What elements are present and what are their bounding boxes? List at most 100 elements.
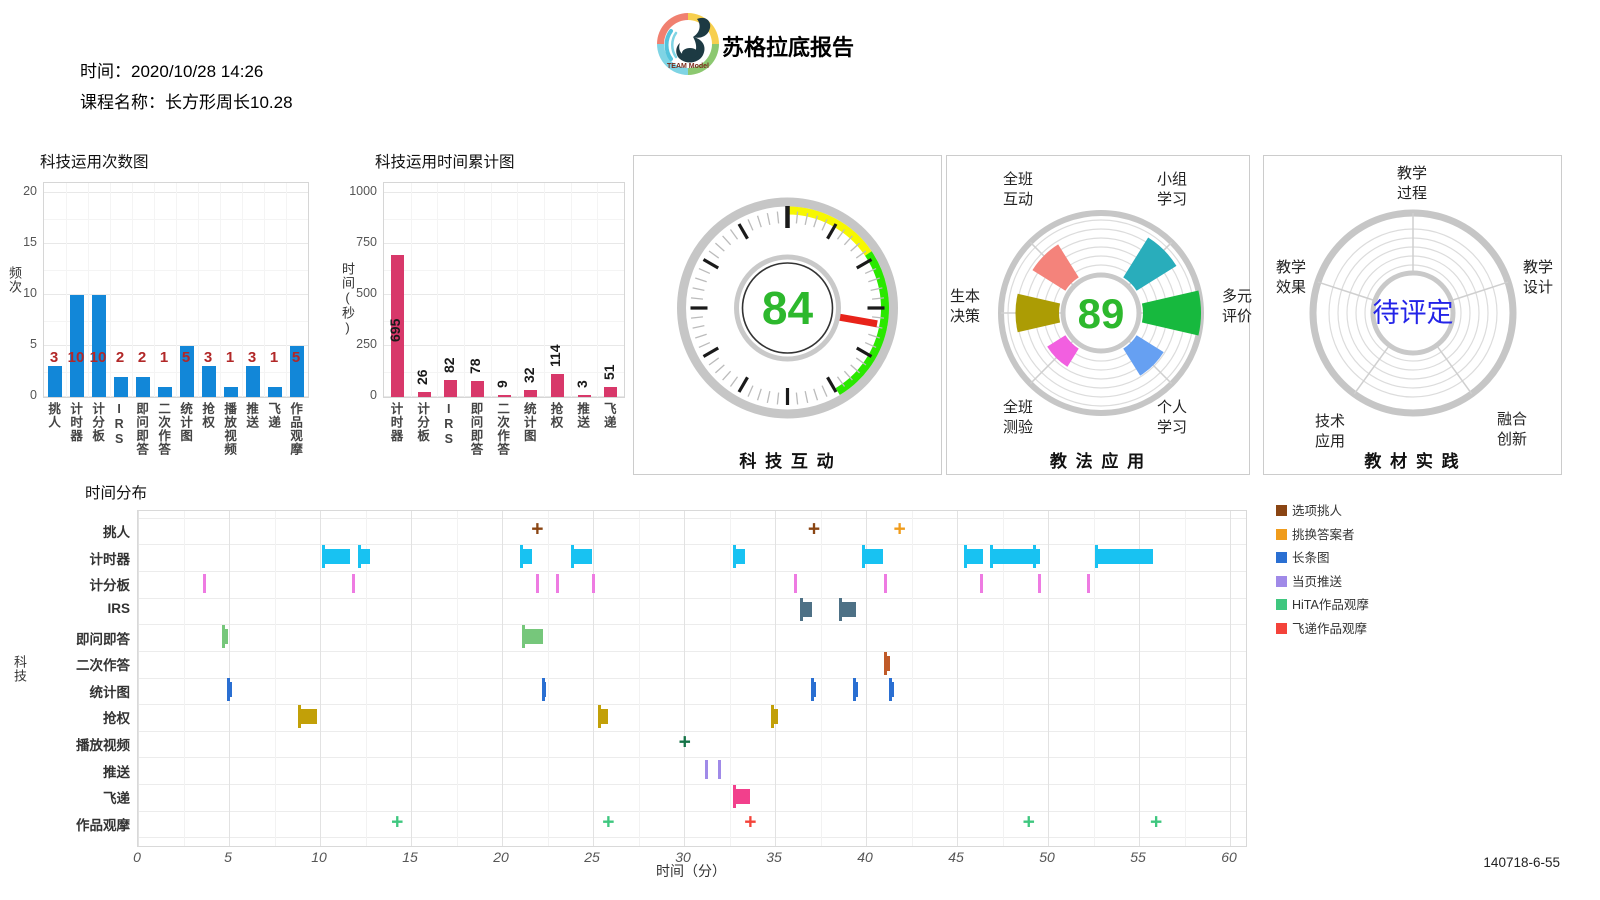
gridline-h — [44, 192, 308, 193]
timeline-event-line — [352, 573, 356, 593]
y-tick-label: 750 — [356, 235, 377, 249]
x-category-label: 飞递 — [601, 402, 616, 429]
gridline-v — [1048, 511, 1049, 846]
gridline-v — [154, 183, 155, 397]
gridline-v — [88, 183, 89, 397]
event-start-cap — [598, 704, 602, 728]
gridline-v-minor — [456, 511, 458, 846]
axis-label-line: 创新 — [1497, 430, 1528, 448]
gridline-v — [110, 183, 111, 397]
gridline-v — [264, 183, 265, 397]
gauge-minor-tick — [747, 385, 754, 397]
axis-label-line: 生本 — [950, 288, 981, 305]
row-label-二次作答: 二次作答 — [76, 658, 130, 674]
gridline-v-minor — [1002, 511, 1004, 846]
axis-label-教学效果: 教学 效果 — [1276, 258, 1306, 297]
gridline-h — [138, 757, 1246, 759]
gauge-major-tick — [737, 376, 749, 393]
gauge-value: 84 — [762, 282, 814, 334]
timeline-event-bar — [599, 708, 609, 724]
polar-spoke — [1450, 281, 1509, 302]
usage-count-chart-title: 科技运用次数图 — [40, 154, 149, 171]
axis-label-line: 学习 — [1157, 190, 1188, 208]
x-category-label: IRS — [112, 402, 127, 447]
bar — [268, 386, 282, 397]
axis-label-line: 教学 — [1396, 165, 1427, 182]
timeline-event-bar — [1096, 549, 1153, 565]
timeline-event-bar — [322, 549, 350, 565]
gridline-v — [437, 183, 439, 397]
gauge-major-tick — [855, 346, 873, 358]
x-tick-label: 60 — [1221, 849, 1237, 865]
bar — [136, 376, 150, 397]
x-tick-label: 25 — [584, 849, 600, 865]
gauge-major-tick — [855, 258, 873, 270]
timeline-event-bar — [359, 549, 370, 565]
report-title: 苏格拉底报告 — [722, 35, 855, 60]
timeline-event-line — [535, 573, 539, 593]
axis-label-小组学习: 小组 学习 — [1157, 170, 1187, 209]
x-category-label: 抢权 — [548, 402, 563, 429]
timeline-event-line — [1087, 573, 1091, 593]
gauge-minor-tick — [795, 392, 799, 405]
gridline-v-minor — [547, 511, 549, 846]
timeline-event-bar — [863, 549, 884, 565]
course-name: 课程名称：长方形周长10.28 — [80, 93, 293, 112]
bar — [48, 366, 62, 397]
event-start-cap — [521, 625, 525, 649]
gauge-major-tick — [702, 346, 720, 358]
gauge-minor-tick — [821, 385, 828, 397]
axis-label-line: 技术 — [1315, 413, 1346, 430]
timeline-event-line — [592, 573, 596, 593]
usage_time-plot-area — [383, 182, 625, 398]
gauge-minor-tick — [722, 235, 732, 246]
axis-label-line: 设计 — [1523, 278, 1554, 296]
axis-label-line: 效果 — [1276, 278, 1307, 296]
timeline-xlabel: 时间（分） — [656, 863, 726, 879]
gridline-v — [544, 183, 545, 397]
event-start-cap — [1033, 545, 1037, 569]
gridline-v — [1230, 511, 1231, 846]
x-tick-label: 20 — [493, 849, 509, 865]
gauge-minor-tick — [692, 325, 705, 329]
timeline-event-bar — [522, 629, 543, 645]
bar-value-label: 3 — [247, 349, 257, 366]
bar — [202, 366, 216, 397]
timeline-event-bar — [228, 682, 232, 698]
gauge-major-tick — [826, 376, 838, 393]
gauge-minor-tick — [870, 287, 883, 291]
gridline-v — [490, 183, 492, 397]
gridline-v — [1139, 511, 1140, 846]
gridline-v-minor — [638, 511, 640, 846]
gauge-minor-tick — [756, 388, 762, 401]
event-start-cap — [227, 678, 230, 702]
polar-center-text: 待评定 — [1373, 298, 1454, 328]
x-category-label: 播放视频 — [222, 402, 237, 456]
gridline-h — [138, 597, 1246, 599]
gridline-h — [138, 810, 1246, 812]
x-tick-label: 45 — [948, 849, 964, 865]
event-start-cap — [811, 678, 815, 702]
row-label-推送: 推送 — [103, 764, 130, 780]
gauge-minor-tick — [695, 277, 707, 283]
report-header: TEAM Model 苏格拉底报告 时间：2020/10/28 14:26 课程… — [0, 0, 1600, 115]
gauge-minor-tick — [843, 235, 853, 246]
petal-小组学习 — [1123, 237, 1177, 291]
legend-swatch — [1276, 575, 1287, 587]
gauge-minor-tick — [836, 376, 846, 387]
bar — [114, 376, 128, 397]
axis-label-line: 过程 — [1396, 184, 1427, 202]
bar — [158, 386, 172, 397]
gauge-minor-tick — [855, 357, 867, 366]
bar — [470, 381, 484, 397]
x-category-label: 推送 — [575, 402, 590, 429]
legend-label: 当页推送 — [1292, 574, 1343, 589]
gridline-v — [502, 511, 503, 846]
timeline-event-plus: + — [893, 517, 906, 541]
bar-value-label: 32 — [520, 367, 537, 384]
bar — [246, 366, 260, 397]
gridline-v — [132, 183, 133, 397]
petal-多元评价 — [1141, 290, 1201, 336]
gridline-h — [44, 294, 308, 295]
logo-text: TEAM Model — [667, 63, 709, 70]
